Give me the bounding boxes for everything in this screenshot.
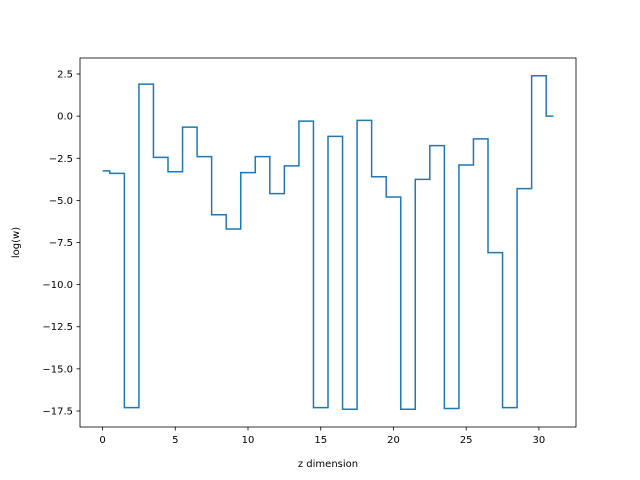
y-tick-label: −12.5	[42, 322, 73, 333]
x-tick-label: 20	[387, 435, 400, 446]
y-tick-label: −10.0	[42, 280, 73, 291]
x-tick-label: 15	[314, 435, 327, 446]
x-axis-label: z dimension	[298, 459, 358, 470]
y-tick-label: −2.5	[49, 154, 73, 165]
x-tick-label: 10	[242, 435, 255, 446]
x-tick-label: 0	[99, 435, 105, 446]
y-tick-label: −5.0	[49, 196, 73, 207]
x-tick-label: 30	[533, 435, 546, 446]
x-tick-label: 5	[172, 435, 178, 446]
y-tick-label: −17.5	[42, 406, 73, 417]
y-axis-label: log(w)	[11, 227, 22, 258]
y-tick-label: −7.5	[49, 238, 73, 249]
x-tick-label: 25	[460, 435, 473, 446]
y-tick-label: 2.5	[57, 70, 73, 81]
y-tick-label: −15.0	[42, 364, 73, 375]
plot-frame	[79, 57, 577, 428]
series-line	[102, 74, 554, 411]
y-tick-label: 0.0	[57, 112, 73, 123]
